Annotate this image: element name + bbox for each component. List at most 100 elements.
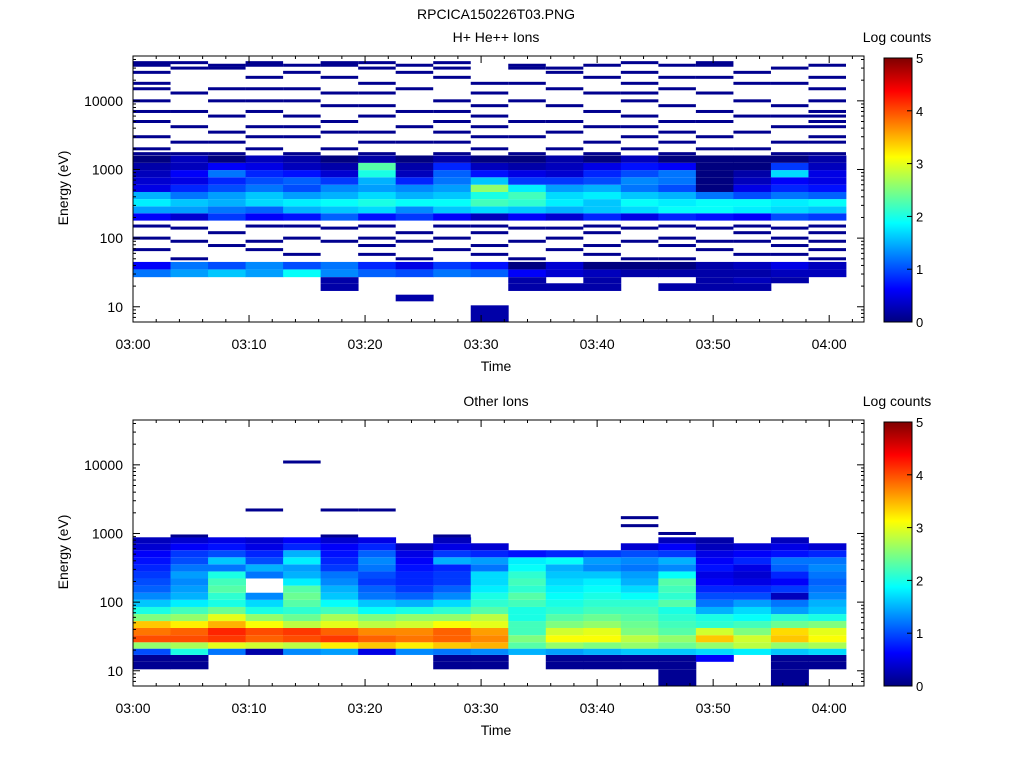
heatmap-cell (583, 661, 622, 670)
heatmap-cell (695, 162, 734, 171)
heatmap-cell (583, 170, 622, 178)
heatmap-cell (320, 162, 359, 171)
heatmap-cell (695, 564, 734, 572)
heatmap-cell (508, 162, 547, 171)
heatmap-line-cell (470, 231, 509, 235)
heatmap-cell (245, 571, 284, 579)
colorbar-tick-label: 3 (916, 521, 923, 536)
heatmap-cell (395, 564, 434, 572)
heatmap-cell (133, 648, 171, 655)
heatmap-line-cell (620, 226, 659, 230)
heatmap-cell (508, 614, 547, 622)
heatmap-cell (545, 269, 584, 278)
heatmap-line-cell (470, 125, 509, 129)
x-tick-label: 03:10 (232, 700, 267, 716)
heatmap-line-cell (395, 239, 434, 243)
heatmap-cell (133, 543, 171, 551)
heatmap-cell (208, 184, 246, 192)
heatmap-cell (358, 177, 397, 185)
x-tick-label: 03:30 (464, 336, 499, 352)
heatmap-cell (695, 269, 734, 278)
heatmap-cell (395, 155, 434, 163)
heatmap-cell (770, 606, 809, 615)
heatmap-cell (470, 578, 509, 586)
heatmap-cell (658, 177, 697, 185)
heatmap-cell (770, 614, 809, 622)
heatmap-cell (733, 578, 772, 586)
heatmap-line-cell (470, 252, 509, 256)
heatmap-line-cell (283, 125, 321, 129)
heatmap-line-cell (695, 239, 734, 243)
heatmap-cell (170, 261, 209, 270)
heatmap-cell (808, 592, 847, 600)
heatmap-cell (470, 550, 509, 558)
heatmap-line-cell (808, 257, 846, 261)
heatmap-cell (208, 571, 246, 579)
heatmap-cell (208, 606, 246, 615)
heatmap-line-cell (170, 140, 209, 144)
heatmap-line-cell (583, 231, 621, 235)
heatmap-cell (770, 277, 809, 284)
heatmap-cell (545, 592, 584, 600)
heatmap-cell (170, 162, 209, 171)
heatmap-cell (133, 162, 171, 171)
heatmap-cell (170, 654, 209, 662)
colorbar-tick-label: 1 (916, 626, 923, 641)
heatmap-line-cell (695, 135, 734, 139)
heatmap-line-cell (620, 81, 659, 85)
top-heatmap-cells (133, 61, 847, 322)
heatmap-line-cell (658, 140, 696, 144)
heatmap-cell (283, 621, 322, 628)
heatmap-line-cell (808, 125, 846, 129)
heatmap-cell (808, 191, 847, 200)
heatmap-cell (245, 191, 284, 200)
x-tick-label: 04:00 (812, 336, 847, 352)
heatmap-line-cell (545, 66, 584, 70)
heatmap-cell (733, 557, 772, 565)
heatmap-cell (545, 661, 584, 670)
heatmap-line-cell (733, 224, 771, 228)
panel-top-xlabel: Time (481, 358, 512, 374)
heatmap-line-cell (133, 99, 171, 103)
heatmap-cell (470, 635, 509, 643)
heatmap-cell (658, 162, 697, 171)
heatmap-line-cell (620, 114, 659, 118)
colorbar-scale (883, 421, 913, 687)
heatmap-line-cell (358, 81, 396, 85)
heatmap-line-cell (808, 231, 846, 235)
heatmap-line-cell (658, 75, 696, 79)
heatmap-cell (508, 269, 547, 278)
heatmap-cell (695, 543, 734, 551)
heatmap-cell (395, 635, 434, 643)
heatmap-line-cell (470, 81, 509, 85)
heatmap-cell (583, 592, 622, 600)
heatmap-cell (245, 564, 284, 572)
heatmap-cell (358, 184, 397, 192)
heatmap-cell (208, 599, 246, 607)
heatmap-cell (508, 550, 547, 558)
heatmap-line-cell (770, 114, 809, 118)
heatmap-cell (695, 635, 734, 643)
heatmap-cell (583, 585, 622, 593)
heatmap-cell (695, 261, 734, 270)
heatmap-cell (620, 269, 659, 278)
heatmap-cell (770, 543, 809, 551)
heatmap-line-cell (808, 75, 846, 79)
heatmap-line-cell (583, 252, 621, 256)
x-tick-label: 03:00 (115, 336, 150, 352)
heatmap-line-cell (358, 224, 396, 228)
heatmap-line-cell (545, 236, 584, 240)
heatmap-cell (320, 277, 359, 284)
heatmap-cell (470, 606, 509, 615)
heatmap-cell (433, 642, 472, 649)
heatmap-cell (770, 269, 809, 278)
heatmap-cell (733, 213, 772, 221)
heatmap-line-cell (245, 135, 284, 139)
heatmap-cell (395, 627, 434, 636)
heatmap-line-cell (320, 104, 359, 108)
heatmap-line-cell (320, 147, 359, 151)
heatmap-line-cell (358, 66, 396, 70)
heatmap-cell (208, 592, 246, 600)
heatmap-cell (658, 661, 697, 670)
heatmap-cell (620, 614, 659, 622)
